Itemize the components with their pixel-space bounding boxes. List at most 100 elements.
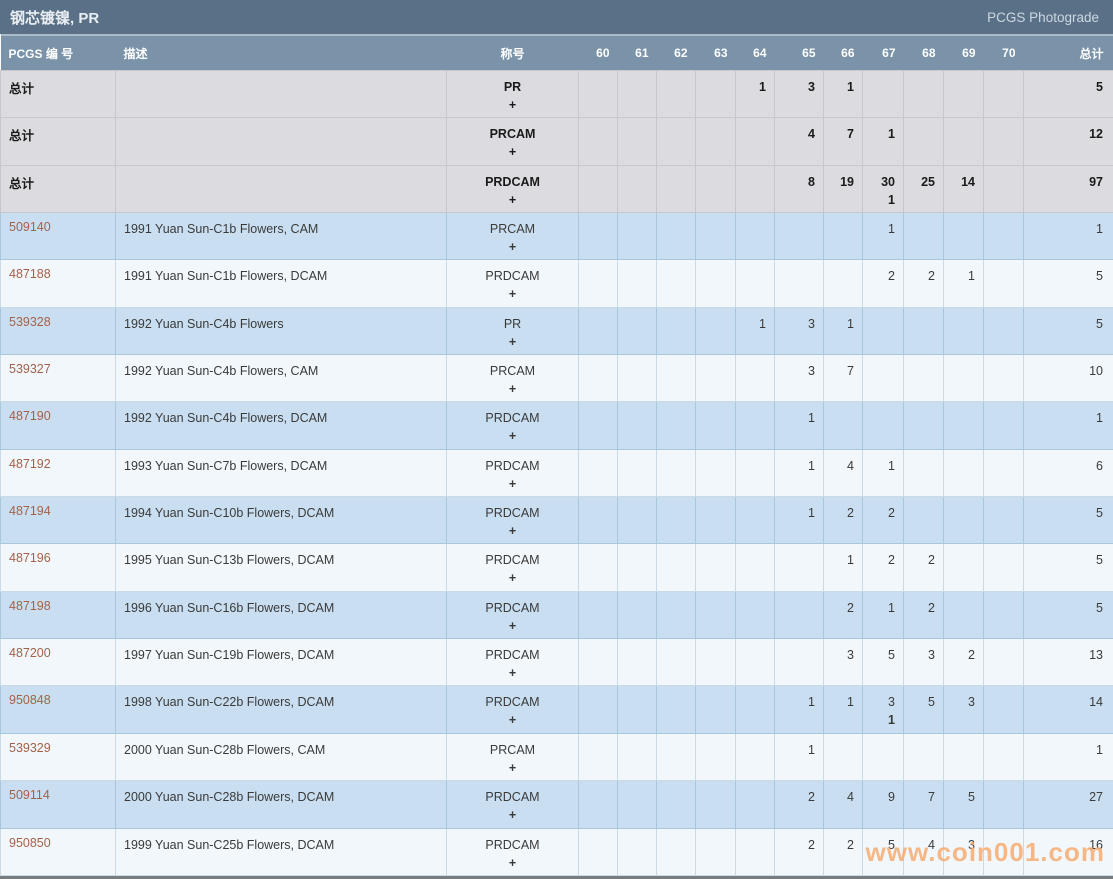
grade-63-cell	[695, 590, 736, 640]
plus-indicator: +	[508, 429, 517, 444]
pcgs-number-link[interactable]: 487192	[9, 456, 51, 471]
grade-66-cell: 1	[823, 69, 863, 119]
description-cell: 1992 Yuan Sun-C4b Flowers	[115, 306, 447, 356]
grade-67-cell	[862, 732, 904, 782]
grade-count: 3	[968, 695, 975, 710]
table-row: 487190 1992 Yuan Sun-C4b Flowers, DCAM PRD…	[0, 401, 1113, 450]
grade-60-cell	[578, 543, 618, 592]
pcgs-number-link[interactable]: 539329	[9, 740, 51, 755]
pcgs-number-link[interactable]: 950848	[9, 693, 51, 708]
description-cell: 1992 Yuan Sun-C4b Flowers, DCAM	[115, 401, 447, 450]
grade-count: 7	[928, 790, 935, 805]
total-cell: 12	[1023, 117, 1113, 166]
pcgs-photograde-link[interactable]: PCGS Photograde	[987, 9, 1099, 25]
table-row: 509140 1991 Yuan Sun-C1b Flowers, CAM PRCA…	[0, 212, 1113, 261]
designation-label: PRDCAM	[485, 506, 540, 521]
grade-63-cell	[695, 685, 736, 734]
pcgs-number-link[interactable]: 950850	[9, 835, 51, 850]
coin-description: 1993 Yuan Sun-C7b Flowers, DCAM	[124, 458, 328, 473]
table-row: 487192 1993 Yuan Sun-C7b Flowers, DCAM PRD…	[0, 448, 1113, 498]
grade-68-cell	[903, 69, 944, 119]
pcgs-number-link[interactable]: 509140	[9, 220, 51, 235]
pcgs-number-link[interactable]: 487196	[9, 551, 51, 566]
summary-row: 总计 PRDCAM +8 19 30 1 25 14 97	[0, 164, 1113, 214]
pcgs-number-cell: 539328	[0, 306, 116, 356]
grade-count: 1	[808, 458, 815, 473]
header-total: 总计	[1023, 34, 1113, 71]
grade-70-cell	[983, 638, 1024, 687]
grade-68-cell: 2	[903, 259, 944, 308]
total-cell: 14	[1023, 685, 1113, 734]
description-cell: 2000 Yuan Sun-C28b Flowers, DCAM	[115, 780, 447, 829]
grade-64-cell	[735, 496, 775, 545]
pcgs-number-link[interactable]: 487200	[9, 646, 51, 661]
designation-label: PRDCAM	[485, 648, 540, 663]
row-total-value: 6	[1096, 458, 1103, 473]
pcgs-number-link[interactable]: 487188	[9, 267, 51, 282]
coin-description	[124, 78, 445, 96]
table-row: 487194 1994 Yuan Sun-C10b Flowers, DCAM PR…	[0, 496, 1113, 545]
plus-indicator: +	[508, 571, 517, 586]
grade-61-cell	[617, 827, 657, 876]
grade-64-cell	[735, 543, 775, 592]
grade-61-cell	[617, 638, 657, 687]
pcgs-number-link[interactable]: 509114	[9, 788, 50, 803]
grade-count: 1	[968, 269, 975, 284]
grade-60-cell	[578, 638, 618, 687]
designation-cell: PRDCAM +	[446, 164, 579, 214]
grade-68-cell: 4	[903, 827, 944, 876]
title-bar: 钢芯镀镍, PR PCGS Photograde	[0, 0, 1113, 34]
grade-66-cell: 2	[823, 496, 863, 545]
designation-cell: PRDCAM +	[446, 780, 579, 829]
grade-60-cell	[578, 496, 618, 545]
grade-67-cell	[862, 69, 904, 119]
grade-count: 2	[808, 790, 815, 805]
pcgs-number-cell: 487200	[0, 638, 116, 687]
grade-64-cell	[735, 354, 775, 403]
grade-64-cell: 1	[735, 69, 775, 119]
grade-66-cell: 4	[823, 448, 863, 498]
grade-70-cell	[983, 259, 1024, 308]
coin-description	[124, 125, 445, 143]
pcgs-number-link[interactable]: 487194	[9, 504, 51, 519]
coin-description: 1997 Yuan Sun-C19b Flowers, DCAM	[124, 648, 335, 663]
grade-count: 1	[847, 80, 854, 94]
grade-65-cell: 3	[774, 354, 824, 403]
grade-66-cell	[823, 401, 863, 450]
header-grade-60: 60	[578, 34, 618, 71]
pcgs-number-cell: 950848	[0, 685, 116, 734]
designation-label: PRDCAM	[485, 790, 540, 805]
total-cell: 5	[1023, 259, 1113, 308]
row-total-value: 14	[1089, 695, 1103, 710]
grade-66-cell	[823, 259, 863, 308]
designation-label: PRDCAM	[485, 458, 540, 473]
grade-count: 2	[808, 837, 815, 852]
grade-66-cell: 1	[823, 685, 863, 734]
pcgs-number-link[interactable]: 539327	[9, 362, 51, 377]
designation-label: PRDCAM	[485, 695, 540, 710]
pcgs-number-link[interactable]: 487198	[9, 598, 51, 613]
grade-60-cell	[578, 117, 618, 166]
grade-count: 8	[808, 174, 815, 189]
grade-68-cell: 7	[903, 780, 944, 829]
coin-description: 2000 Yuan Sun-C28b Flowers, CAM	[124, 742, 326, 757]
grade-count: 9	[888, 790, 895, 805]
grade-65-cell: 3	[774, 69, 824, 119]
pcgs-number-link[interactable]: 487190	[9, 409, 51, 424]
grade-64-cell	[735, 117, 775, 166]
row-total-value: 5	[1096, 553, 1103, 568]
grade-61-cell	[617, 496, 657, 545]
grade-count: 1	[808, 411, 815, 426]
grade-66-cell	[823, 212, 863, 261]
designation-label: PRDCAM	[485, 837, 540, 852]
pcgs-number-cell: 950850	[0, 827, 116, 876]
header-grade-68: 68	[903, 34, 944, 71]
pcgs-number-cell: 487192	[0, 448, 116, 498]
pcgs-number-link[interactable]: 539328	[9, 314, 51, 329]
grade-count: 4	[928, 837, 935, 852]
total-cell: 27	[1023, 780, 1113, 829]
coin-description: 1991 Yuan Sun-C1b Flowers, CAM	[124, 222, 319, 237]
pcgs-number-cell: 539327	[0, 354, 116, 403]
grade-69-cell	[943, 496, 984, 545]
grade-69-cell: 1	[943, 259, 984, 308]
